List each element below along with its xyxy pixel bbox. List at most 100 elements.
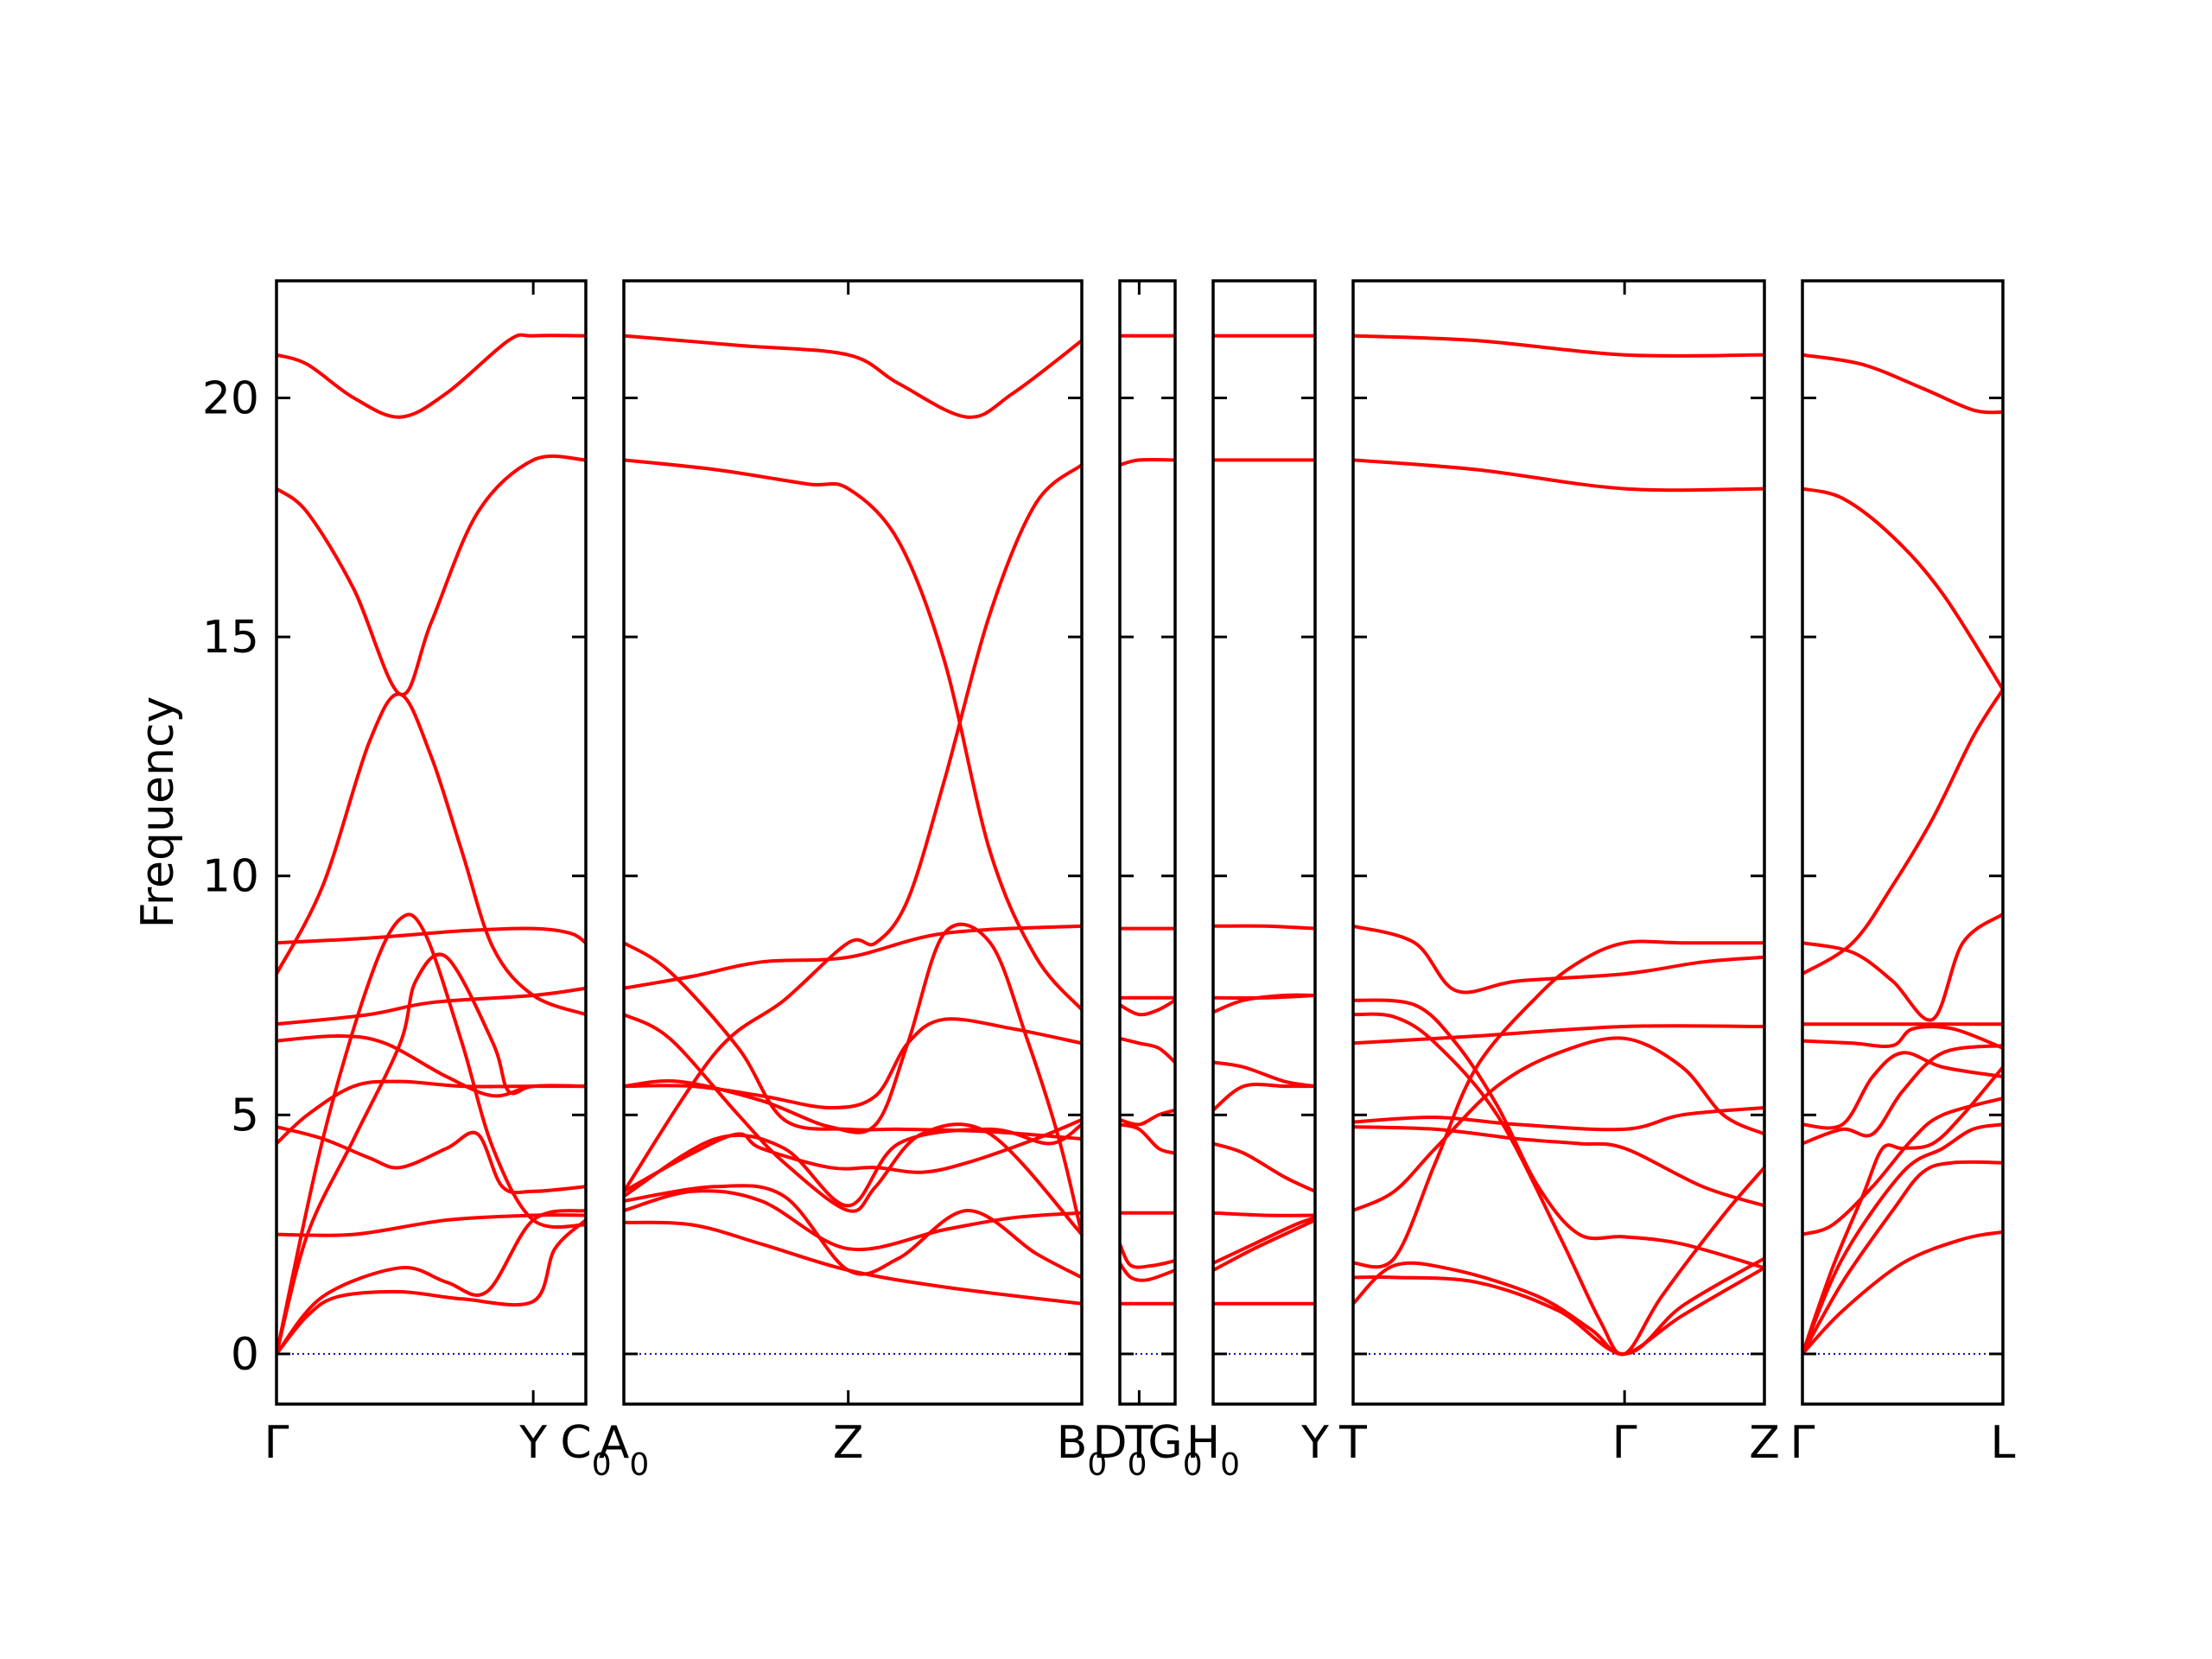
x-tick-label-text: A <box>599 1417 630 1469</box>
band-line <box>624 1013 1082 1236</box>
x-tick-label: Γ <box>1612 1417 1637 1469</box>
band-line <box>1802 1230 2003 1356</box>
band-line <box>276 454 586 696</box>
band-line <box>276 926 586 945</box>
x-tick-label-text: H <box>1186 1417 1220 1469</box>
band-line <box>1213 1141 1315 1193</box>
x-tick-label: B0 <box>1057 1417 1108 1483</box>
band-line <box>1353 1106 1764 1132</box>
x-tick-label-text: Y <box>518 1417 547 1469</box>
x-tick-label-text: Γ <box>1612 1417 1637 1469</box>
band-line <box>1353 1036 1764 1212</box>
x-tick-label: A0 <box>599 1417 649 1483</box>
band-line <box>1120 1122 1175 1155</box>
panel-5-plot <box>1353 334 1764 1357</box>
band-line <box>1120 1108 1175 1127</box>
band-line <box>1802 353 2003 415</box>
x-tick-label: D0 <box>1093 1417 1147 1483</box>
y-tick-label: 10 <box>202 851 259 903</box>
band-line <box>1802 1044 2003 1146</box>
band-line <box>1802 1160 2003 1355</box>
band-line <box>276 333 586 419</box>
x-tick-label: H0 <box>1186 1417 1240 1483</box>
band-line <box>276 1213 586 1237</box>
band-line <box>1213 1216 1315 1265</box>
panel-frame <box>1351 279 1766 1406</box>
band-line <box>276 912 586 1355</box>
band-line <box>1802 1096 2003 1236</box>
band-line <box>276 1033 586 1098</box>
x-tick-label-text: Z <box>1749 1417 1780 1469</box>
x-tick-label-subscript: 0 <box>1220 1447 1240 1483</box>
x-tick-label: Y <box>1300 1417 1329 1469</box>
panel-4-plot <box>1213 334 1315 1355</box>
y-tick-label: 20 <box>202 373 259 425</box>
x-tick-label: C0 <box>560 1417 611 1483</box>
band-line <box>1120 458 1175 467</box>
y-axis-label: Frequency <box>132 696 184 929</box>
x-tick-label-text: T <box>1125 1417 1154 1469</box>
band-line <box>1802 1122 2003 1355</box>
band-line <box>1353 1261 1764 1356</box>
band-line <box>1353 458 1764 493</box>
band-line <box>1213 1060 1315 1089</box>
band-line <box>1353 1012 1764 1357</box>
band-line <box>1802 1051 2003 1130</box>
band-line <box>1353 939 1764 1269</box>
band-line <box>1353 1256 1764 1356</box>
x-tick-label-text: D <box>1093 1417 1128 1469</box>
x-tick-label: Y <box>518 1417 547 1469</box>
panel-1-plot <box>276 333 586 1356</box>
x-tick-label-text: T <box>1338 1417 1367 1469</box>
band-line <box>1213 1218 1315 1272</box>
band-line <box>624 941 1082 1141</box>
band-line <box>1120 1036 1175 1065</box>
band-line <box>1353 1024 1764 1046</box>
band-line <box>1802 1065 2003 1355</box>
band-line <box>624 1220 1082 1306</box>
x-tick-label: L <box>1991 1417 2016 1469</box>
band-line <box>624 1122 1082 1208</box>
panel-frame <box>1211 279 1317 1406</box>
panel-frame <box>1118 279 1177 1406</box>
band-line <box>1213 1083 1315 1112</box>
band-line <box>276 1218 586 1356</box>
x-tick-label: Z <box>833 1417 864 1469</box>
band-line <box>624 924 1082 990</box>
x-tick-label-text: Z <box>833 1417 864 1469</box>
x-tick-label-subscript: 0 <box>592 1447 612 1483</box>
panel-frame <box>622 279 1084 1406</box>
band-line <box>276 986 586 1027</box>
band-line <box>1120 998 1175 1017</box>
x-tick-label: Γ <box>264 1417 289 1469</box>
band-line <box>624 1189 1082 1252</box>
panel-frame <box>1801 279 2005 1406</box>
y-tick-label: 15 <box>202 612 259 664</box>
band-line <box>1353 334 1764 358</box>
x-tick-label-subscript: 0 <box>1087 1447 1107 1483</box>
band-line <box>1213 1211 1315 1217</box>
x-tick-label-text: L <box>1991 1417 2016 1469</box>
band-line <box>624 1184 1082 1280</box>
band-line <box>624 922 1082 1236</box>
x-tick-label-subscript: 0 <box>629 1447 649 1483</box>
x-tick-label: Z <box>1749 1417 1780 1469</box>
band-line <box>624 458 1082 1011</box>
x-tick-label-text: B <box>1057 1417 1088 1469</box>
band-line <box>276 1209 586 1356</box>
x-tick-label-text: C <box>560 1417 591 1469</box>
panel-frame <box>275 279 588 1406</box>
band-line <box>1353 998 1764 1270</box>
band-line <box>624 334 1082 419</box>
x-tick-label-text: Y <box>1300 1417 1329 1469</box>
x-tick-label-text: Γ <box>264 1417 289 1469</box>
panel-6-plot <box>1802 353 2003 1356</box>
x-tick-label: T <box>1338 1417 1367 1469</box>
band-line <box>1120 1262 1175 1282</box>
band-line <box>1802 688 2003 976</box>
band-line <box>1213 994 1315 1000</box>
band-line <box>624 1118 1082 1193</box>
band-line <box>1353 924 1764 995</box>
